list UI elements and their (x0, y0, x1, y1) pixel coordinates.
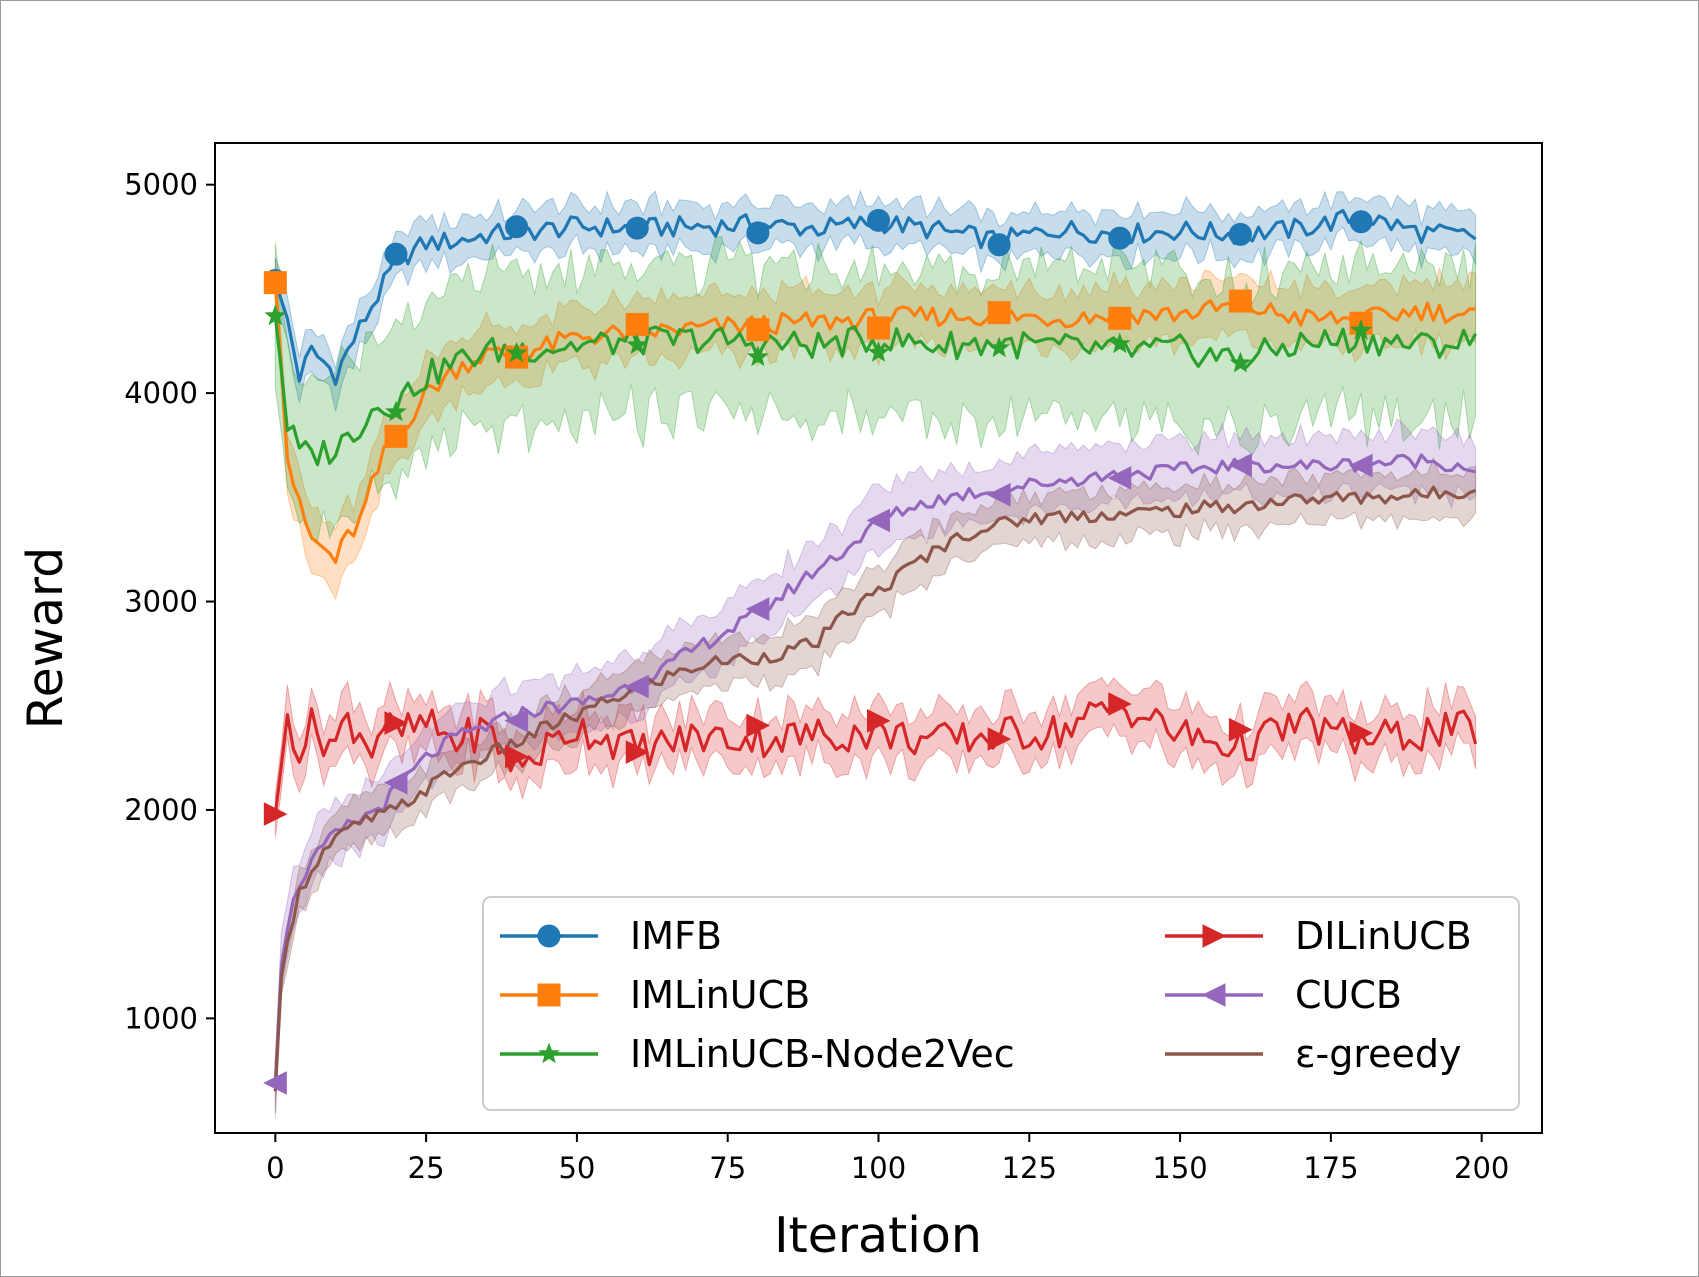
dilinucb-marker (746, 713, 770, 738)
x-tick-label: 25 (408, 1151, 445, 1185)
x-tick-label: 100 (851, 1151, 906, 1185)
imlinucb-node2vec-marker (867, 341, 890, 362)
legend: IMFB IMLinUCB IMLinUCB-Node2Vec DILinUCB CUC… (482, 896, 1520, 1111)
cucb-marker (1228, 453, 1252, 477)
imlinucb-node2vec-marker (626, 333, 649, 355)
y-tick-label: 5000 (124, 168, 198, 202)
imfb-marker (384, 242, 408, 266)
cucb-marker (745, 597, 770, 621)
x-tick-label: 200 (1454, 1151, 1509, 1185)
x-tick-label: 175 (1303, 1151, 1358, 1185)
imlinucb-marker (746, 318, 770, 342)
x-axis-ticks: 0 25 50 75 100 125 150 175 200 (266, 1133, 1509, 1185)
y-axis-label: Reward (17, 547, 74, 729)
imfb-marker (1228, 222, 1252, 246)
imlinucb-marker (625, 312, 649, 336)
dilinucb-marker (867, 709, 891, 733)
cucb-marker (383, 770, 408, 795)
legend-marker-cucb (1201, 983, 1226, 1007)
x-tick-label: 125 (1002, 1151, 1057, 1185)
imlinucb-node2vec-marker (1108, 332, 1131, 354)
imlinucb-node2vec-band (274, 236, 1477, 542)
legend-box (482, 896, 1520, 1111)
imfb-marker (1349, 210, 1373, 234)
x-axis-label: Iteration (774, 1207, 982, 1264)
dilinucb-band (274, 676, 1477, 838)
legend-marker-dilinucb (1202, 924, 1227, 948)
greedy-line (273, 485, 1477, 1092)
legend-label-greedy: ε-greedy (1295, 1032, 1462, 1076)
imlinucb-marker (987, 301, 1011, 325)
dilinucb-marker (384, 711, 409, 735)
imlinucb-marker (1228, 289, 1252, 313)
imfb-marker (746, 221, 770, 245)
legend-label-dilinucb: DILinUCB (1295, 914, 1472, 958)
x-tick-label: 0 (266, 1151, 284, 1185)
imlinucb-marker (1108, 306, 1132, 330)
cucb-marker (625, 674, 649, 699)
legend-label-imfb: IMFB (630, 914, 722, 958)
series-markers (263, 208, 1374, 1095)
legend-marker-imlinucb-node2vec (538, 1042, 560, 1064)
dilinucb-marker (263, 802, 288, 826)
x-tick-label: 150 (1152, 1151, 1207, 1185)
cucb-marker (1107, 466, 1132, 490)
imfb-marker (1108, 226, 1132, 250)
dilinucb-marker (1108, 692, 1132, 716)
imlinucb-band (274, 260, 1477, 601)
imlinucb-node2vec-marker (1229, 351, 1252, 373)
legend-marker-imlinucb (537, 983, 561, 1007)
imfb-marker (625, 216, 649, 240)
legend-label-imlinucb-node2vec: IMLinUCB-Node2Vec (630, 1032, 1015, 1076)
dilinucb-marker (987, 727, 1012, 751)
y-tick-label: 1000 (124, 1001, 198, 1035)
imlinucb-marker (867, 316, 890, 340)
y-tick-label: 2000 (124, 793, 198, 827)
imlinucb-node2vec-marker (1350, 319, 1372, 340)
dilinucb-marker (1349, 721, 1374, 745)
legend-marker-imfb (537, 924, 561, 948)
legend-label-cucb: CUCB (1295, 973, 1402, 1017)
x-tick-label: 50 (558, 1151, 595, 1185)
y-tick-label: 4000 (124, 376, 198, 410)
dilinucb-marker (1228, 717, 1253, 742)
dilinucb-marker (625, 740, 650, 764)
cucb-marker (504, 708, 529, 733)
imfb-marker (505, 215, 529, 239)
y-axis-ticks: 1000 2000 3000 4000 5000 (124, 168, 215, 1035)
x-tick-label: 75 (709, 1151, 746, 1185)
cucb-marker (263, 1071, 287, 1095)
imlinucb-node2vec-marker (385, 400, 407, 422)
imfb-marker (987, 233, 1011, 257)
cucb-band (274, 418, 1477, 1119)
imfb-marker (867, 208, 890, 232)
imlinucb-marker (263, 271, 287, 295)
imlinucb-node2vec-marker (505, 341, 528, 363)
cucb-marker (866, 508, 890, 533)
imlinucb-node2vec-marker (747, 345, 769, 367)
legend-label-imlinucb: IMLinUCB (630, 973, 810, 1017)
cucb-marker (987, 483, 1011, 507)
imlinucb-node2vec-line (273, 315, 1477, 467)
cucb-marker (1348, 453, 1373, 478)
imlinucb-node2vec-marker (988, 336, 1010, 358)
imfb-band (274, 189, 1477, 412)
y-tick-label: 3000 (124, 585, 198, 619)
imlinucb-marker (384, 424, 408, 448)
dilinucb-marker (505, 744, 529, 769)
imlinucb-node2vec-marker (264, 304, 287, 326)
